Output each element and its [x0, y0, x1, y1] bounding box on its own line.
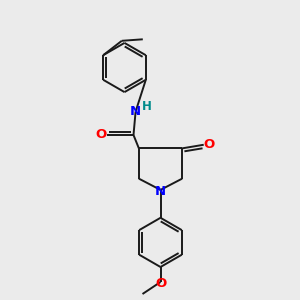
Text: N: N [130, 105, 141, 118]
Text: N: N [155, 185, 166, 198]
Text: O: O [95, 128, 107, 142]
Text: O: O [203, 138, 215, 151]
Text: O: O [155, 277, 166, 290]
Text: H: H [142, 100, 152, 113]
